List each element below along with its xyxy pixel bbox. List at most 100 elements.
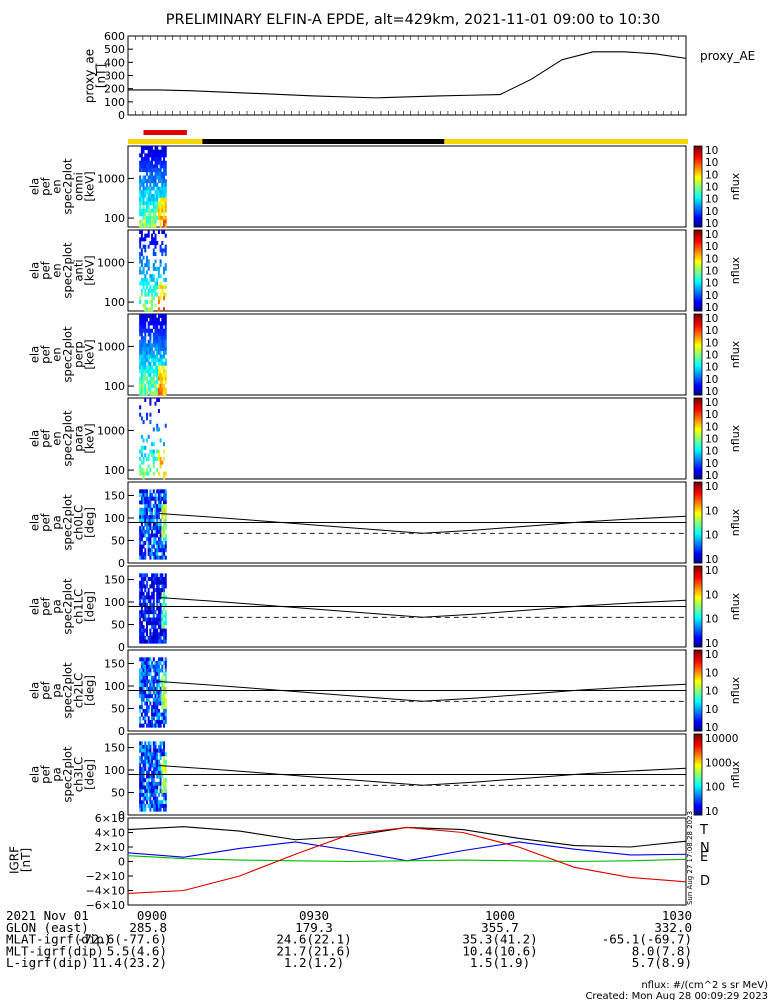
- spectrogram-cell-ch3LC: [139, 792, 142, 797]
- spectrogram-cell-omni: [140, 149, 143, 154]
- spectrogram-cell-ch2LC: [152, 716, 155, 721]
- spectrogram-cell-perp: [147, 321, 150, 326]
- colorbar-cell: [694, 578, 702, 581]
- spectrogram-cell-para: [145, 467, 148, 472]
- spectrogram-cell-ch1LC: [154, 610, 157, 615]
- spectrogram-cell-ch0LC: [140, 551, 143, 556]
- colorbar-tick-label-omni: 101: [705, 218, 718, 230]
- spectrogram-cell-omni: [142, 215, 145, 220]
- spectrogram-cell-omni: [151, 149, 154, 154]
- spectrogram-cell-perp: [159, 325, 162, 330]
- spectrogram-cell-anti: [152, 241, 155, 246]
- spectrogram-cell-ch2LC: [154, 712, 157, 717]
- spectrogram-cell-ch1LC: [156, 621, 159, 626]
- colorbar-cell: [694, 724, 702, 728]
- spectrogram-cell-omni: [157, 208, 160, 213]
- colorbar-cell: [694, 686, 702, 689]
- spectrogram-cell-anti: [147, 281, 150, 286]
- colorbar-cell: [694, 738, 702, 741]
- spectrogram-cell-ch2LC: [163, 723, 166, 728]
- spectrogram-cell-ch1LC: [161, 624, 164, 629]
- spectrogram-cell-perp: [161, 376, 164, 381]
- colorbar-cell: [694, 700, 702, 704]
- spectrogram-cell-ch3LC: [161, 792, 164, 797]
- spectrogram-cell-ch2LC: [149, 686, 152, 691]
- colorbar-cell: [694, 630, 702, 634]
- spectrogram-cell-perp: [142, 336, 145, 341]
- spectrogram-cell-omni: [139, 164, 142, 169]
- colorbar-cell: [694, 810, 702, 814]
- panel-ylabel-ch1LC-line: pef: [39, 596, 53, 615]
- colorbar-cell: [694, 778, 702, 781]
- spectrogram-cell-para: [157, 456, 160, 461]
- panel-ytick-label-ch0LC: 0: [118, 557, 125, 570]
- spectrogram-cell-ch3LC: [149, 756, 152, 761]
- spectrogram-cell-ch1LC: [159, 632, 162, 637]
- spectrogram-cell-ch1LC: [144, 617, 147, 622]
- colorbar-cell: [694, 438, 702, 441]
- spectrogram-cell-anti: [152, 266, 155, 271]
- spectrogram-cell-perp: [163, 365, 166, 370]
- spectrogram-cell-anti: [159, 263, 162, 268]
- spectrogram-cell-perp: [144, 361, 147, 366]
- colorbar-cell: [694, 456, 702, 460]
- spectrogram-cell-omni: [145, 190, 148, 195]
- ae-ytick-label: 300: [104, 70, 125, 83]
- colorbar-cell: [694, 548, 702, 552]
- spectrogram-cell-ch1LC: [149, 635, 152, 640]
- spectrogram-cell-ch3LC: [142, 767, 145, 772]
- spectrogram-cell-ch0LC: [139, 526, 142, 531]
- spectrogram-cell-ch2LC: [149, 694, 152, 699]
- spectrogram-cell-perp: [164, 332, 167, 337]
- spectrogram-cell-ch1LC: [164, 635, 167, 640]
- colorbar-cell: [694, 786, 702, 790]
- spectrogram-cell-para: [139, 449, 142, 454]
- spectrogram-cell-omni: [163, 215, 166, 220]
- spectrogram-cell-ch0LC: [147, 518, 150, 523]
- spectrogram-cell-omni: [139, 212, 142, 217]
- spectrogram-cell-ch2LC: [140, 675, 143, 680]
- spectrogram-cell-ch3LC: [144, 785, 147, 790]
- spectrogram-cell-ch0LC: [156, 496, 159, 501]
- spectrogram-cell-ch3LC: [139, 770, 142, 775]
- spectrogram-cell-anti: [140, 292, 143, 297]
- spectrogram-cell-ch1LC: [154, 635, 157, 640]
- colorbar-cell: [694, 384, 702, 388]
- spectrogram-cell-ch1LC: [163, 606, 166, 611]
- spectrogram-cell-perp: [154, 372, 157, 377]
- spectrogram-cell-ch3LC: [140, 741, 143, 746]
- spectrogram-cell-ch2LC: [163, 697, 166, 702]
- spectrogram-cell-ch1LC: [154, 632, 157, 637]
- spectrogram-cell-ch2LC: [159, 668, 162, 673]
- spectrogram-cell-ch3LC: [144, 745, 147, 750]
- spectrogram-cell-omni: [149, 149, 152, 154]
- spectrogram-cell-anti: [144, 281, 147, 286]
- spectrogram-cell-ch0LC: [142, 489, 145, 494]
- colorbar-cell: [694, 368, 702, 372]
- spectrogram-cell-ch1LC: [152, 577, 155, 582]
- spectrogram-cell-ch0LC: [139, 500, 142, 505]
- spectrogram-cell-perp: [161, 380, 164, 385]
- spectrogram-cell-ch2LC: [149, 668, 152, 673]
- spectrogram-cell-ch2LC: [164, 690, 167, 695]
- spectrogram-cell-omni: [140, 212, 143, 217]
- spectrogram-cell-para: [157, 398, 160, 402]
- spectrogram-cell-ch3LC: [145, 789, 148, 794]
- spectrogram-cell-perp: [159, 328, 162, 333]
- spectrogram-cell-ch1LC: [159, 577, 162, 582]
- spectrogram-cell-ch2LC: [157, 723, 160, 728]
- spectrogram-cell-ch3LC: [140, 781, 143, 786]
- spectrogram-cell-ch1LC: [142, 628, 145, 633]
- spectrogram-cell-ch3LC: [144, 763, 147, 768]
- spectrogram-cell-perp: [139, 328, 142, 333]
- spectrogram-cell-ch0LC: [142, 507, 145, 512]
- spectrogram-cell-omni: [154, 204, 157, 209]
- spectrogram-cell-omni: [144, 215, 147, 220]
- spectrogram-cell-ch2LC: [151, 723, 154, 728]
- spectrogram-cell-ch0LC: [151, 551, 154, 556]
- spectrogram-cell-ch2LC: [145, 697, 148, 702]
- spectrogram-cell-ch3LC: [145, 756, 148, 761]
- colorbar-cell: [694, 776, 702, 779]
- spectrogram-cell-perp: [149, 391, 152, 396]
- colorbar-cell: [694, 300, 702, 304]
